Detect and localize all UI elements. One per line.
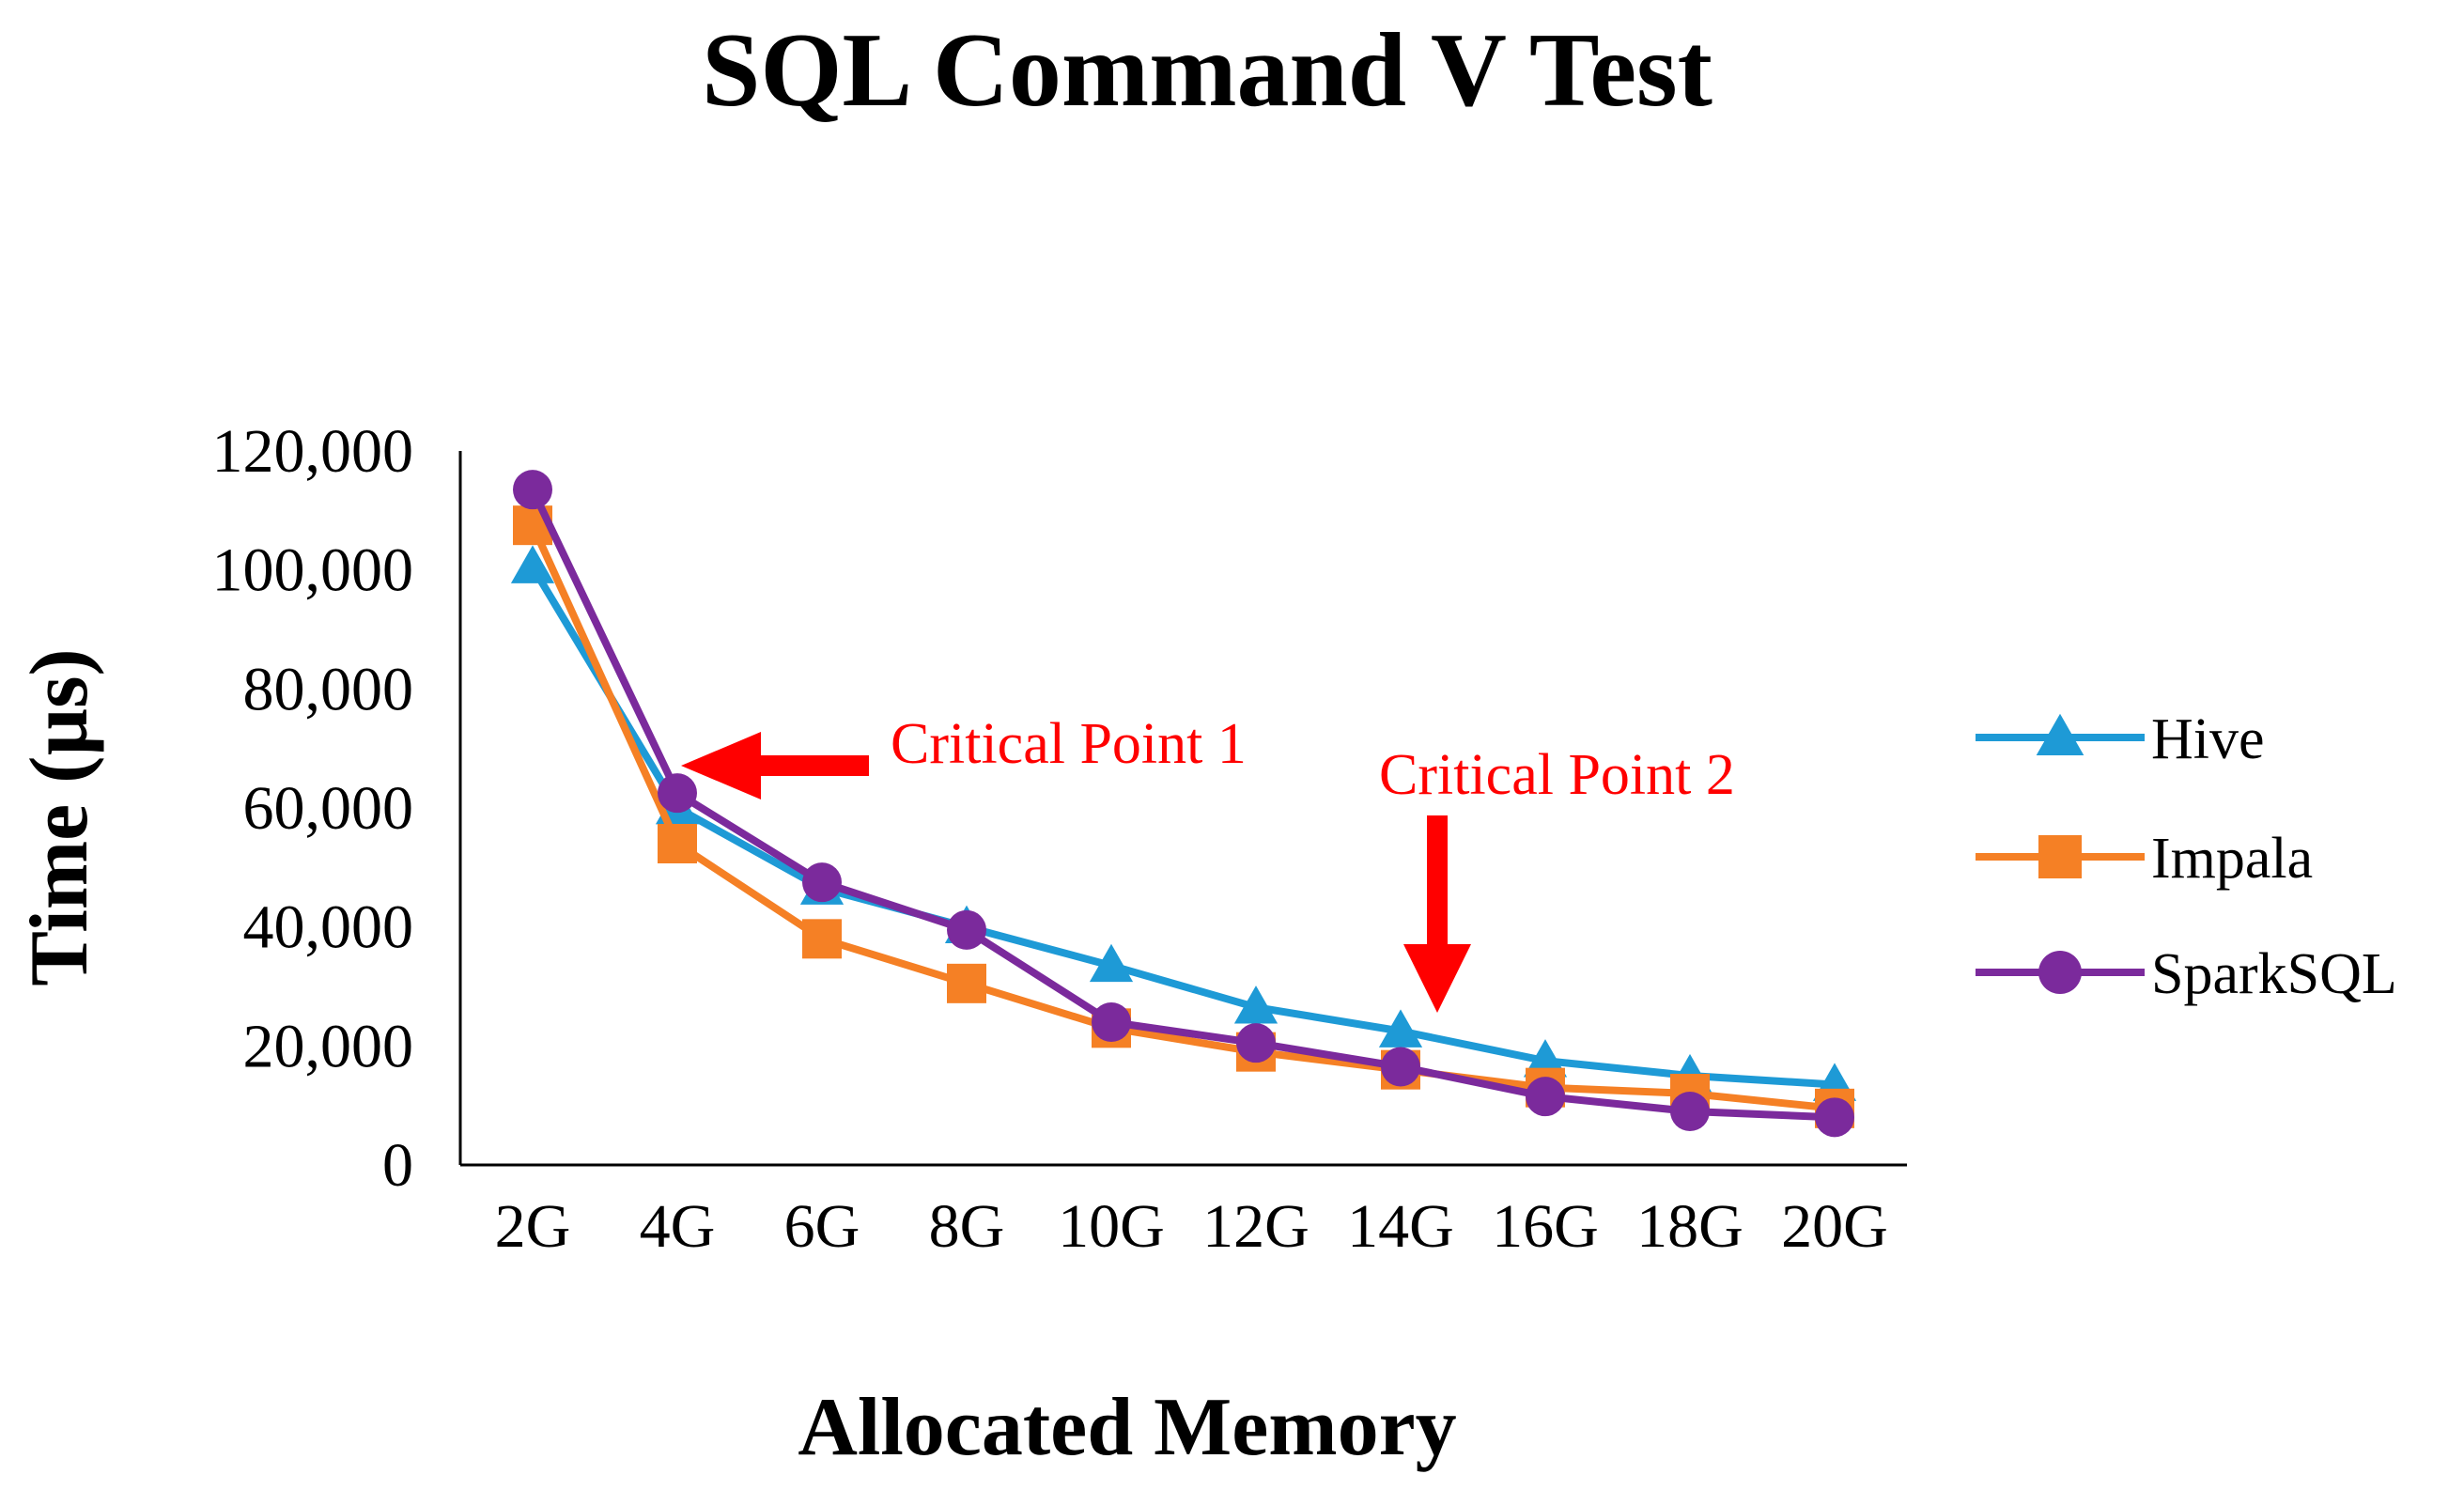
critical-point-1-label: Critical Point 1 [891, 712, 1247, 776]
critical-point-2-arrow-head [1403, 944, 1471, 1013]
legend-item-sparksql: SparkSQL [1976, 942, 2397, 1006]
y-tick-label: 120,000 [212, 417, 414, 486]
y-tick-label: 80,000 [243, 655, 414, 723]
x-tick-label: 10G [1058, 1192, 1165, 1261]
legend-marker [2036, 713, 2084, 755]
y-tick-label: 20,000 [243, 1012, 414, 1080]
data-point [1089, 943, 1134, 983]
legend-label: Impala [2151, 827, 2313, 891]
critical-point-2-arrow-shaft [1427, 815, 1448, 947]
x-tick-label: 16G [1492, 1192, 1599, 1261]
x-tick-label: 8G [929, 1192, 1005, 1261]
x-tick-label: 14G [1347, 1192, 1454, 1261]
data-point [1378, 1009, 1423, 1048]
data-point [1523, 1039, 1568, 1078]
axes: 0 20,000 40,000 60,000 80,000 100,000 120,000 2… [212, 417, 1907, 1261]
data-point [947, 909, 986, 950]
series-layer [510, 470, 1857, 1138]
series-line [529, 565, 1836, 1089]
chart-title: SQL Command V Test [702, 12, 1712, 129]
y-tick-label: 100,000 [212, 536, 414, 605]
data-point [1092, 1002, 1131, 1042]
series-sparksql [513, 470, 1854, 1138]
data-point [658, 773, 697, 814]
x-tick-label: 6G [784, 1192, 860, 1261]
data-point [1526, 1077, 1565, 1117]
x-tick-label: 4G [640, 1192, 716, 1261]
series-line [529, 488, 1836, 1122]
data-point [513, 470, 552, 510]
critical-point-2-label: Critical Point 2 [1379, 743, 1735, 807]
data-point [1233, 986, 1278, 1024]
y-tick-label: 0 [382, 1131, 413, 1200]
critical-point-1-arrow-shaft [756, 755, 869, 776]
series-line [529, 523, 1836, 1112]
data-point [1670, 1092, 1710, 1131]
data-point [1381, 1047, 1420, 1087]
legend-marker [2038, 835, 2082, 878]
data-point [802, 862, 842, 903]
legend-label: SparkSQL [2151, 942, 2397, 1006]
x-axis-title: Allocated Memory [798, 1382, 1456, 1473]
data-point [1236, 1023, 1276, 1063]
legend-label: Hive [2151, 707, 2265, 771]
legend-item-impala: Impala [1976, 827, 2313, 891]
legend-item-hive: Hive [1976, 707, 2265, 771]
x-tick-label: 20G [1781, 1192, 1888, 1261]
data-point [658, 824, 697, 863]
y-tick-label: 60,000 [243, 774, 414, 843]
x-tick-label: 2G [495, 1192, 571, 1261]
legend-marker [2038, 951, 2082, 994]
data-point [510, 545, 555, 583]
data-point [802, 919, 842, 959]
legend: Hive Impala SparkSQL [1976, 707, 2397, 1006]
data-point [947, 963, 986, 1003]
critical-point-1-arrow-head [681, 732, 761, 799]
x-tick-label: 12G [1202, 1192, 1309, 1261]
annotation-layer: Critical Point 1 Critical Point 2 [681, 712, 1735, 1013]
data-point [1815, 1097, 1854, 1138]
x-tick-label: 18G [1636, 1192, 1743, 1261]
y-tick-label: 40,000 [243, 893, 414, 962]
y-axis-title: Time (µs) [14, 648, 105, 986]
series-hive [510, 545, 1857, 1101]
